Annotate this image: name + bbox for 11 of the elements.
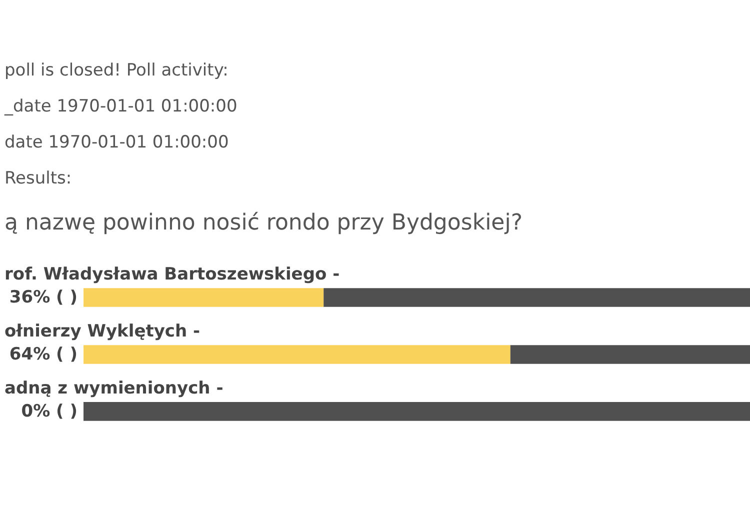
chart-title: ą nazwę powinno nosić rondo przy Bydgoskiej?: [4, 210, 522, 236]
text: Results:: [4, 168, 72, 188]
data-label: 0% ( ): [21, 401, 78, 422]
data-label: 64% ( ): [9, 344, 78, 364]
y-tick-label: rof. Władysława Bartoszewskiego -: [4, 264, 340, 285]
y-tick-label: adną z wymienionych -: [4, 378, 224, 399]
text: _date 1970-01-01 01:00:00: [4, 96, 238, 116]
data-label: 36% ( ): [9, 287, 78, 308]
text: date 1970-01-01 01:00:00: [4, 132, 229, 152]
text: poll is closed! Poll activity:: [4, 60, 228, 80]
y-tick-label: ołnierzy Wyklętych -: [4, 322, 200, 342]
